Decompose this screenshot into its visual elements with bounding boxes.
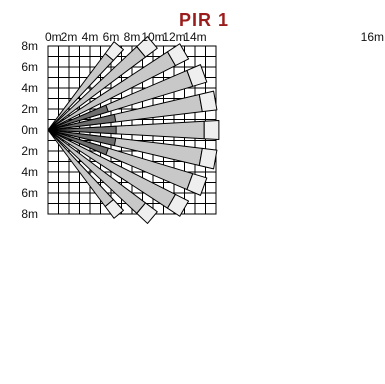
beam-dark-zone bbox=[47, 129, 109, 156]
y-axis-label: 0m bbox=[21, 123, 38, 137]
x-axis-label: 4m bbox=[82, 30, 99, 44]
y-axis-labels: 8m 6m 4m 2m 0m 2m 4m 6m 8m bbox=[21, 39, 38, 221]
beam-dark-zone bbox=[47, 129, 117, 147]
y-axis-label: 6m bbox=[21, 186, 38, 200]
beam-tip bbox=[166, 43, 190, 67]
beam-dark-zone bbox=[47, 113, 117, 131]
beam-tip bbox=[198, 147, 218, 170]
x-axis-label: 6m bbox=[103, 30, 120, 44]
beam-tip bbox=[136, 36, 158, 58]
beam-tip bbox=[186, 173, 208, 196]
x-axis-label: 16m bbox=[361, 30, 384, 44]
x-axis-label: 8m bbox=[124, 30, 141, 44]
beam-dark-zone bbox=[47, 125, 117, 135]
beam-dark-zone bbox=[47, 104, 109, 131]
y-axis-label: 2m bbox=[21, 102, 38, 116]
beam-tip bbox=[186, 64, 208, 87]
y-axis-label: 2m bbox=[21, 144, 38, 158]
y-axis-label: 4m bbox=[21, 81, 38, 95]
y-axis-label: 8m bbox=[21, 207, 38, 221]
diagram-title: PIR 1 bbox=[179, 10, 229, 30]
beam-tip bbox=[104, 199, 124, 219]
y-axis-label: 8m bbox=[21, 39, 38, 53]
x-axis-label: 12m bbox=[162, 30, 185, 44]
detection-beams bbox=[47, 36, 220, 224]
beam-tip bbox=[166, 193, 190, 217]
x-axis-label: 2m bbox=[61, 30, 78, 44]
beam-tip bbox=[203, 119, 220, 141]
beam-tip bbox=[104, 41, 124, 61]
x-axis-label: 10m bbox=[141, 30, 164, 44]
y-axis-label: 6m bbox=[21, 60, 38, 74]
x-axis-label: 14m bbox=[183, 30, 206, 44]
beam-tip bbox=[198, 90, 218, 113]
beam-tip bbox=[136, 202, 158, 224]
y-axis-label: 4m bbox=[21, 165, 38, 179]
x-axis-label: 0m bbox=[45, 30, 62, 44]
